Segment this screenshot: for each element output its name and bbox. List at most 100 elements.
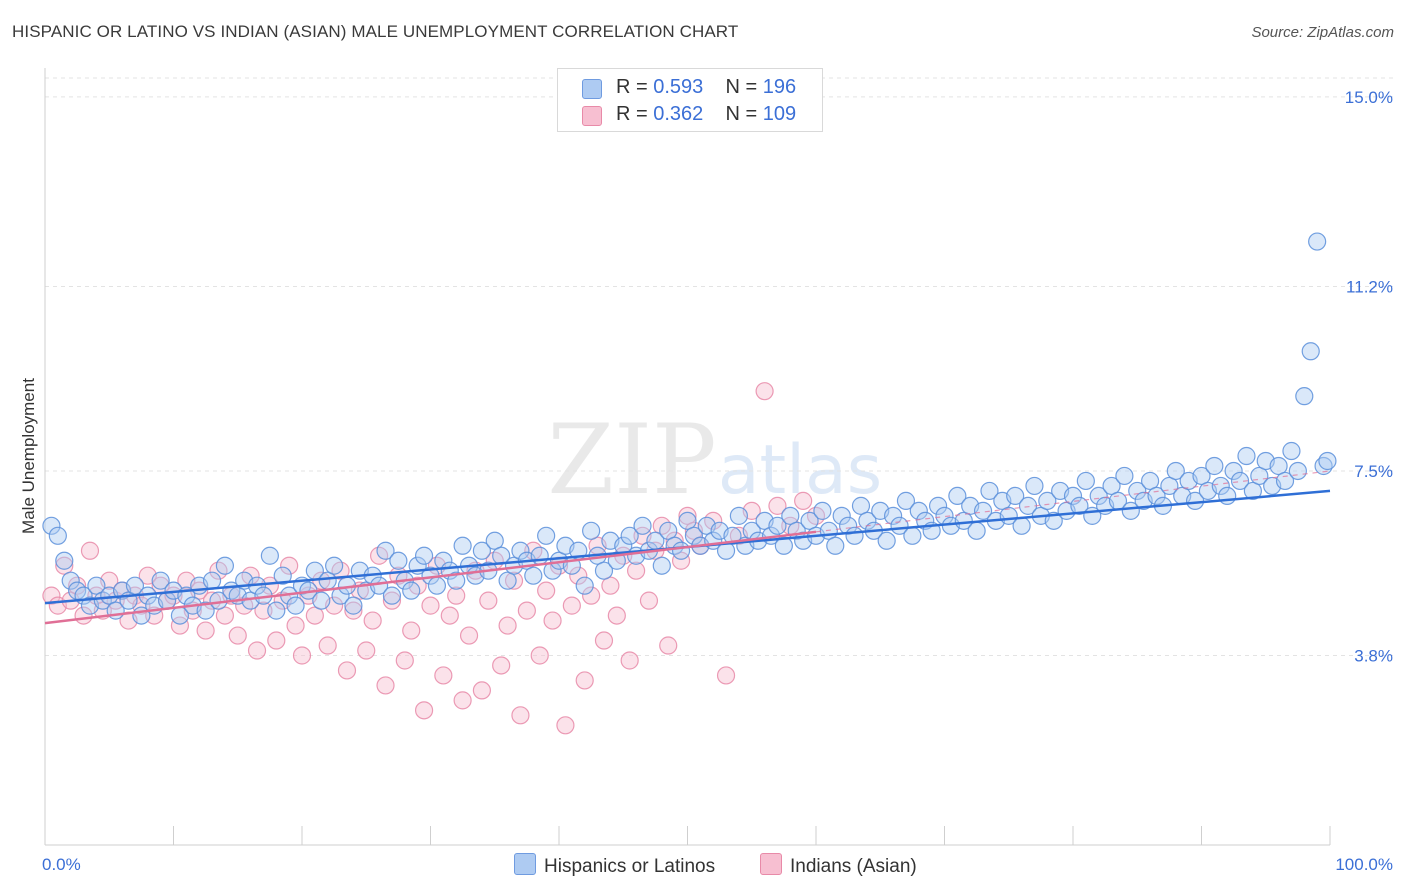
- data-point: [434, 666, 453, 685]
- data-point: [620, 526, 639, 545]
- data-point: [684, 526, 704, 545]
- legend-n-value-indians: 109: [762, 103, 797, 125]
- data-point: [1128, 481, 1147, 501]
- data-point: [280, 556, 299, 575]
- data-point: [530, 646, 549, 665]
- series-legend-indians: Indians (Asian): [760, 853, 917, 878]
- data-point: [575, 576, 594, 595]
- data-point: [376, 541, 395, 560]
- data-point: [1115, 466, 1134, 486]
- data-point: [967, 521, 986, 540]
- data-point: [447, 571, 466, 590]
- data-point: [414, 701, 434, 720]
- series-hispanics-points: [42, 232, 1337, 625]
- data-point: [1224, 461, 1243, 481]
- series-legend-label-indians: Indians (Asian): [790, 856, 917, 877]
- data-point: [845, 526, 864, 545]
- data-point: [582, 521, 601, 540]
- data-point: [344, 601, 363, 620]
- data-point: [594, 631, 614, 650]
- data-point: [421, 596, 440, 615]
- chart-title: HISPANIC OR LATINO VS INDIAN (ASIAN) MAL…: [12, 22, 739, 41]
- data-point: [973, 501, 993, 520]
- data-point: [1230, 471, 1250, 491]
- data-point: [562, 596, 581, 615]
- y-tick-label: 3.8%: [1354, 646, 1393, 665]
- data-point: [1318, 451, 1337, 471]
- data-point: [267, 601, 286, 620]
- data-point: [1282, 441, 1301, 461]
- data-point: [582, 586, 601, 605]
- data-point: [357, 641, 376, 660]
- y-tick-labels: 15.0% 11.2% 7.5% 3.8%: [1345, 88, 1393, 666]
- data-point: [626, 561, 646, 580]
- data-point: [569, 566, 588, 585]
- data-point: [286, 616, 305, 635]
- data-point: [55, 551, 74, 570]
- watermark: ZIP atlas: [547, 404, 882, 516]
- data-point: [344, 596, 363, 615]
- y-tick-label: 7.5%: [1354, 462, 1393, 481]
- data-point: [729, 506, 749, 525]
- trend-lines: [44, 470, 1331, 625]
- data-point: [382, 586, 402, 605]
- data-point: [1012, 516, 1031, 535]
- data-point: [1038, 491, 1057, 510]
- data-point: [543, 611, 562, 630]
- data-point: [1243, 481, 1263, 501]
- data-point: [325, 556, 344, 575]
- data-point: [1275, 471, 1295, 491]
- data-point: [883, 506, 903, 525]
- data-point: [768, 516, 787, 535]
- data-point: [1147, 486, 1166, 506]
- data-point: [87, 576, 106, 595]
- data-point: [42, 586, 61, 605]
- data-point: [524, 566, 543, 585]
- legend-swatch-hispanics: [582, 79, 602, 99]
- data-point: [716, 666, 736, 685]
- data-point: [1295, 387, 1314, 406]
- data-point: [781, 506, 800, 525]
- data-point: [260, 576, 279, 595]
- data-point: [485, 531, 504, 550]
- data-point: [459, 626, 479, 645]
- trend-line-indians-extension: [815, 470, 1331, 533]
- data-point: [620, 651, 639, 670]
- data-point: [414, 546, 434, 565]
- data-point: [671, 541, 691, 560]
- data-point: [427, 576, 447, 595]
- trend-line-indians: [44, 530, 817, 625]
- data-point: [389, 551, 408, 570]
- data-point: [659, 521, 678, 540]
- data-point: [851, 496, 871, 515]
- data-point: [511, 706, 530, 725]
- data-point: [639, 591, 659, 610]
- data-point: [254, 601, 273, 620]
- data-point: [1063, 486, 1083, 506]
- data-point: [151, 571, 170, 590]
- data-point: [55, 556, 74, 575]
- data-point: [479, 591, 498, 610]
- data-point: [312, 591, 331, 610]
- data-point: [678, 511, 697, 530]
- data-point: [954, 511, 973, 530]
- data-point: [652, 556, 671, 575]
- x-tick-label-max: 100.0%: [1335, 855, 1393, 874]
- series-legend-label-hispanics: Hispanics or Latinos: [544, 856, 716, 877]
- data-point: [928, 496, 948, 515]
- series-indians-points: [42, 382, 826, 735]
- data-point: [1025, 476, 1044, 496]
- data-point: [832, 506, 851, 525]
- data-point: [813, 501, 832, 520]
- data-point: [305, 606, 324, 625]
- data-point: [1166, 461, 1185, 481]
- data-point: [472, 541, 491, 560]
- y-tick-label: 15.0%: [1345, 88, 1393, 107]
- watermark-zip: ZIP: [547, 404, 716, 516]
- data-point: [755, 382, 774, 401]
- data-point: [826, 536, 845, 555]
- data-point: [498, 616, 517, 635]
- data-point: [1205, 456, 1224, 476]
- data-point: [273, 566, 292, 585]
